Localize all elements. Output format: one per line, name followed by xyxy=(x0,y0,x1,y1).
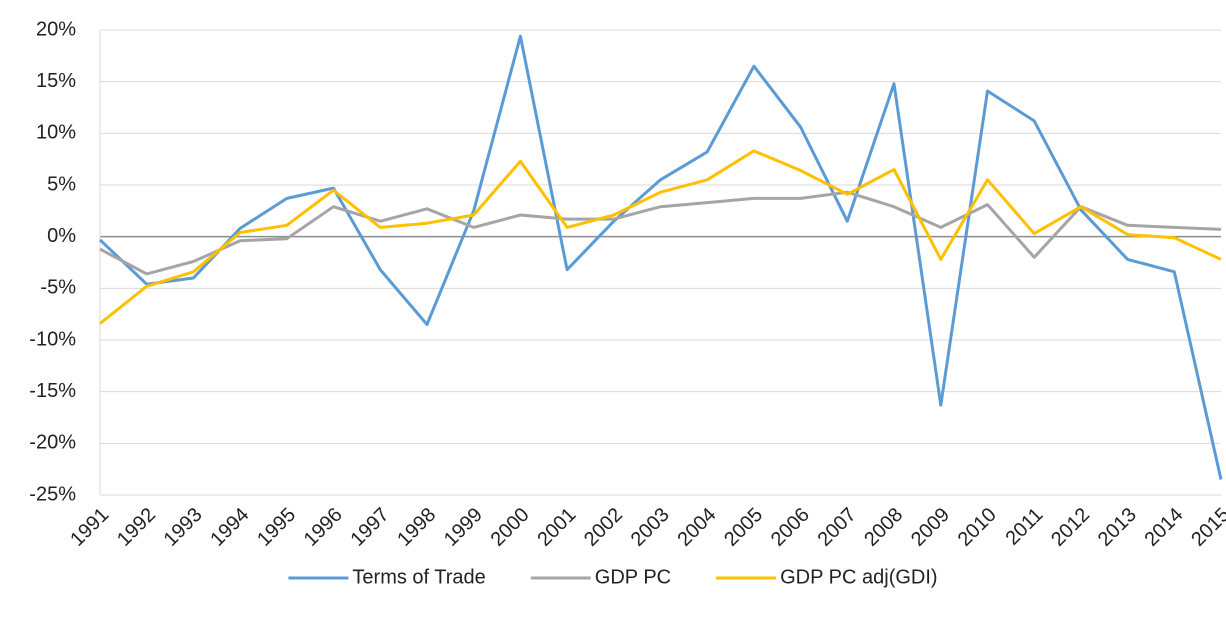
x-tick-label: 2001 xyxy=(533,504,580,551)
x-tick-label: 2012 xyxy=(1047,504,1094,551)
y-tick-label: 15% xyxy=(36,70,76,92)
y-tick-label: 0% xyxy=(47,225,76,247)
x-tick-label: 2014 xyxy=(1141,504,1188,551)
x-tick-label: 1996 xyxy=(300,504,347,551)
x-tick-label: 2010 xyxy=(954,504,1001,551)
series-line xyxy=(98,34,1223,480)
x-tick-label: 2013 xyxy=(1094,504,1141,551)
y-tick-label: 5% xyxy=(47,173,76,195)
x-tick-label: 2002 xyxy=(580,504,627,551)
x-tick-label: 2004 xyxy=(673,504,720,551)
y-tick-label: -15% xyxy=(29,380,76,402)
series-line xyxy=(99,149,1222,325)
x-tick-label: 2009 xyxy=(907,504,954,551)
x-tick-label: 1992 xyxy=(113,504,160,551)
series-line xyxy=(99,190,1222,276)
legend-label: GDP PC adj(GDI) xyxy=(780,566,937,588)
y-tick-label: -5% xyxy=(40,277,76,299)
y-tick-label: -10% xyxy=(29,328,76,350)
legend-label: GDP PC xyxy=(595,566,671,588)
x-tick-label: 2006 xyxy=(767,504,814,551)
x-tick-label: 2003 xyxy=(627,504,674,551)
x-tick-label: 2008 xyxy=(860,504,907,551)
x-tick-label: 1995 xyxy=(253,504,300,551)
y-tick-label: 10% xyxy=(36,122,76,144)
x-tick-label: 1997 xyxy=(346,504,393,551)
x-tick-label: 1994 xyxy=(206,504,253,551)
y-tick-label: -20% xyxy=(29,432,76,454)
x-tick-label: 1993 xyxy=(160,504,207,551)
x-tick-label: 2005 xyxy=(720,504,767,551)
x-tick-label: 2011 xyxy=(1001,504,1047,550)
x-tick-label: 1999 xyxy=(440,504,487,551)
legend-label: Terms of Trade xyxy=(352,566,485,588)
y-tick-label: 20% xyxy=(36,18,76,40)
x-tick-label: 1991 xyxy=(66,504,113,551)
x-tick-label: 2007 xyxy=(814,504,861,551)
x-tick-label: 1998 xyxy=(393,504,440,551)
x-tick-label: 2000 xyxy=(487,504,534,551)
x-tick-label: 2015 xyxy=(1187,504,1226,551)
y-tick-label: -25% xyxy=(29,483,76,505)
